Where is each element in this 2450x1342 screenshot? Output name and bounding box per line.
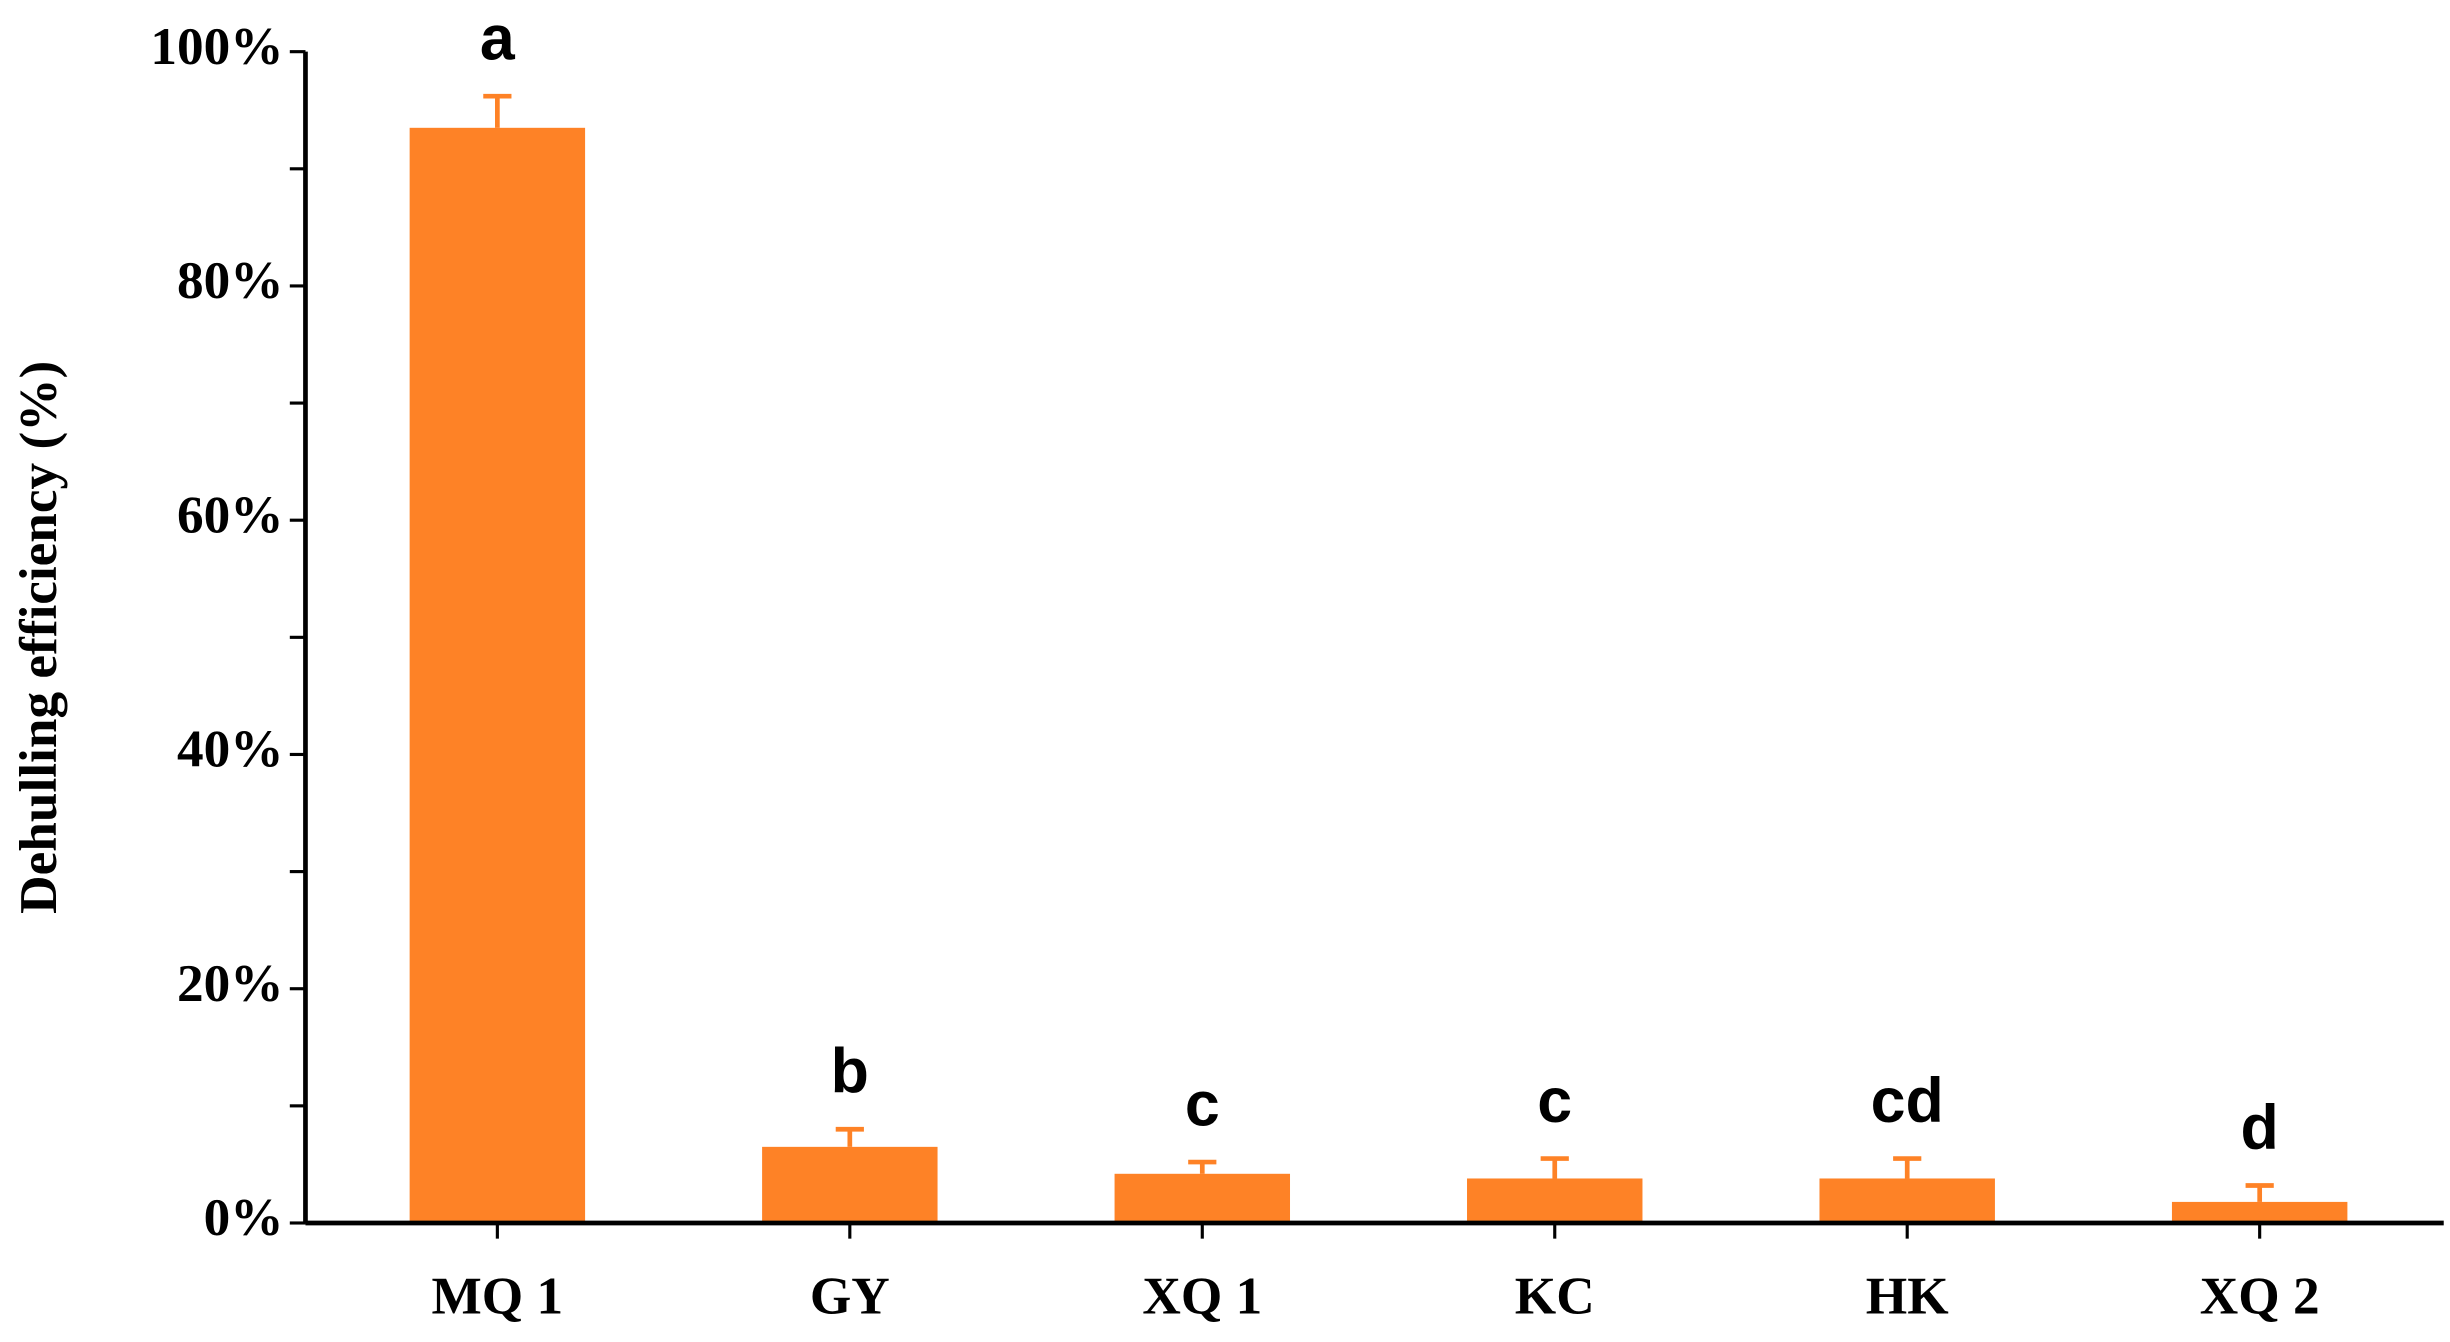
x-tick-label: XQ 1	[1142, 1267, 1262, 1326]
y-tick-label: 20%	[177, 954, 284, 1013]
y-axis-label: Dehulling efficiency (%)	[9, 361, 68, 914]
x-tick-label: XQ 2	[2200, 1267, 2320, 1326]
bar	[1114, 1173, 1291, 1223]
bar	[409, 127, 586, 1223]
significance-label: b	[831, 1037, 869, 1107]
y-tick-label: 40%	[177, 720, 284, 779]
significance-label: a	[480, 3, 516, 73]
y-tick-label: 100%	[150, 17, 283, 76]
bar	[2171, 1201, 2348, 1223]
x-tick-label: KC	[1515, 1267, 1595, 1326]
bar	[1467, 1178, 1643, 1223]
y-tick-label: 0%	[204, 1188, 284, 1247]
significance-label: cd	[1871, 1066, 1944, 1136]
significance-label: c	[1537, 1066, 1572, 1136]
y-tick-label: 80%	[177, 251, 284, 310]
bar	[1819, 1178, 1995, 1223]
x-tick-label: GY	[810, 1267, 890, 1326]
significance-label: c	[1185, 1069, 1220, 1139]
y-tick-label: 60%	[177, 485, 284, 544]
bar	[762, 1146, 938, 1223]
x-tick-label: MQ 1	[432, 1267, 564, 1326]
x-tick-label: HK	[1866, 1267, 1949, 1326]
significance-label: d	[2241, 1093, 2279, 1163]
